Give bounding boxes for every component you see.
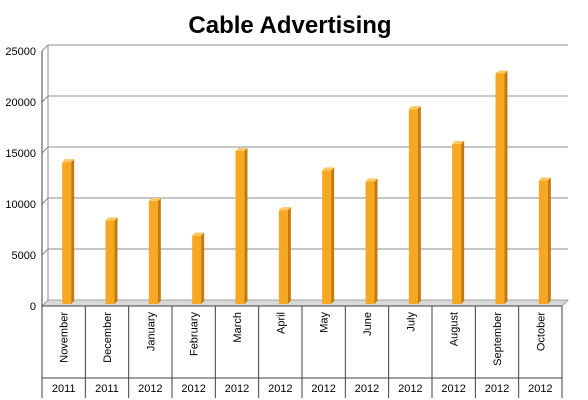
bar xyxy=(365,178,378,304)
bar-side xyxy=(244,147,248,304)
bar-front xyxy=(148,200,158,304)
year-label: 2012 xyxy=(181,383,205,395)
gridline xyxy=(41,248,568,256)
gridline xyxy=(41,197,568,205)
month-label: June xyxy=(362,312,374,336)
bar-side xyxy=(547,177,551,304)
y-tick-label: 20000 xyxy=(5,97,36,109)
bar-top xyxy=(235,147,248,151)
bar-front xyxy=(365,181,375,304)
y-tick-label: 5000 xyxy=(12,250,36,262)
year-label: 2012 xyxy=(268,383,292,395)
bars xyxy=(62,70,551,304)
month-label: July xyxy=(405,312,417,332)
month-label: May xyxy=(319,312,331,333)
bar-side xyxy=(114,217,118,304)
bar-side xyxy=(157,197,161,304)
bar xyxy=(322,167,335,304)
bar-top xyxy=(408,106,421,110)
bar-side xyxy=(331,167,335,304)
bar-side xyxy=(71,159,75,304)
bar-side xyxy=(504,70,508,304)
bar-top xyxy=(365,178,378,182)
chart-floor xyxy=(41,299,569,307)
bar xyxy=(538,177,551,304)
bar-front xyxy=(408,109,418,304)
bar-side xyxy=(417,106,421,304)
bar xyxy=(192,232,205,304)
year-label: 2012 xyxy=(138,383,162,395)
bar xyxy=(235,147,248,304)
chart-title: Cable Advertising xyxy=(188,12,391,39)
bar-top xyxy=(62,159,75,163)
bar-side xyxy=(201,232,205,304)
bar-front xyxy=(322,170,332,304)
month-label: September xyxy=(492,312,504,366)
axes: 0 5000 10000 15000 20000 25000 xyxy=(5,45,49,313)
year-label: 2012 xyxy=(528,383,552,395)
year-label: 2011 xyxy=(95,383,119,395)
bar-side xyxy=(461,140,465,304)
bar-top xyxy=(538,177,551,181)
bar-front xyxy=(278,210,288,304)
bar-front xyxy=(192,235,202,304)
bar-side xyxy=(374,178,378,304)
gridline xyxy=(41,95,568,103)
bar xyxy=(495,70,508,304)
gridline xyxy=(41,44,568,52)
bar-top xyxy=(452,140,465,144)
year-label: 2012 xyxy=(441,383,465,395)
month-label: October xyxy=(535,312,547,351)
year-label: 2012 xyxy=(311,383,335,395)
bar-front xyxy=(62,162,72,304)
bar xyxy=(62,159,75,304)
bar-top xyxy=(322,167,335,171)
gridline xyxy=(41,146,568,154)
bar-front xyxy=(495,73,505,304)
month-label: December xyxy=(102,312,114,363)
bar-top xyxy=(495,70,508,74)
year-label: 2012 xyxy=(485,383,509,395)
month-label: November xyxy=(59,312,71,363)
y-tick-label: 10000 xyxy=(5,199,36,211)
y-tick-label: 15000 xyxy=(5,148,36,160)
month-label: March xyxy=(232,312,244,343)
y-tick-label: 25000 xyxy=(5,46,36,58)
y-tick-label: 0 xyxy=(30,301,36,313)
month-label: August xyxy=(449,312,461,346)
month-label: April xyxy=(275,312,287,334)
bar xyxy=(452,140,465,304)
bar-front xyxy=(105,220,115,304)
year-label: 2011 xyxy=(52,383,76,395)
bar-front xyxy=(235,150,245,304)
bar xyxy=(278,207,291,304)
year-label: 2012 xyxy=(225,383,249,395)
category-labels: November 2011 December 2011 January 2012 Febru… xyxy=(41,305,563,398)
bar-top xyxy=(278,207,291,211)
bar-top xyxy=(148,197,161,201)
bar-front xyxy=(452,143,462,304)
bar-top xyxy=(105,217,118,221)
bar xyxy=(408,106,421,304)
bar xyxy=(105,217,118,304)
bar-front xyxy=(538,180,548,304)
bar-top xyxy=(192,232,205,236)
year-label: 2012 xyxy=(398,383,422,395)
year-label: 2012 xyxy=(355,383,379,395)
month-label: February xyxy=(189,312,201,357)
bar xyxy=(148,197,161,304)
bar-side xyxy=(287,207,291,304)
gridlines xyxy=(41,44,569,307)
month-label: January xyxy=(145,312,157,352)
